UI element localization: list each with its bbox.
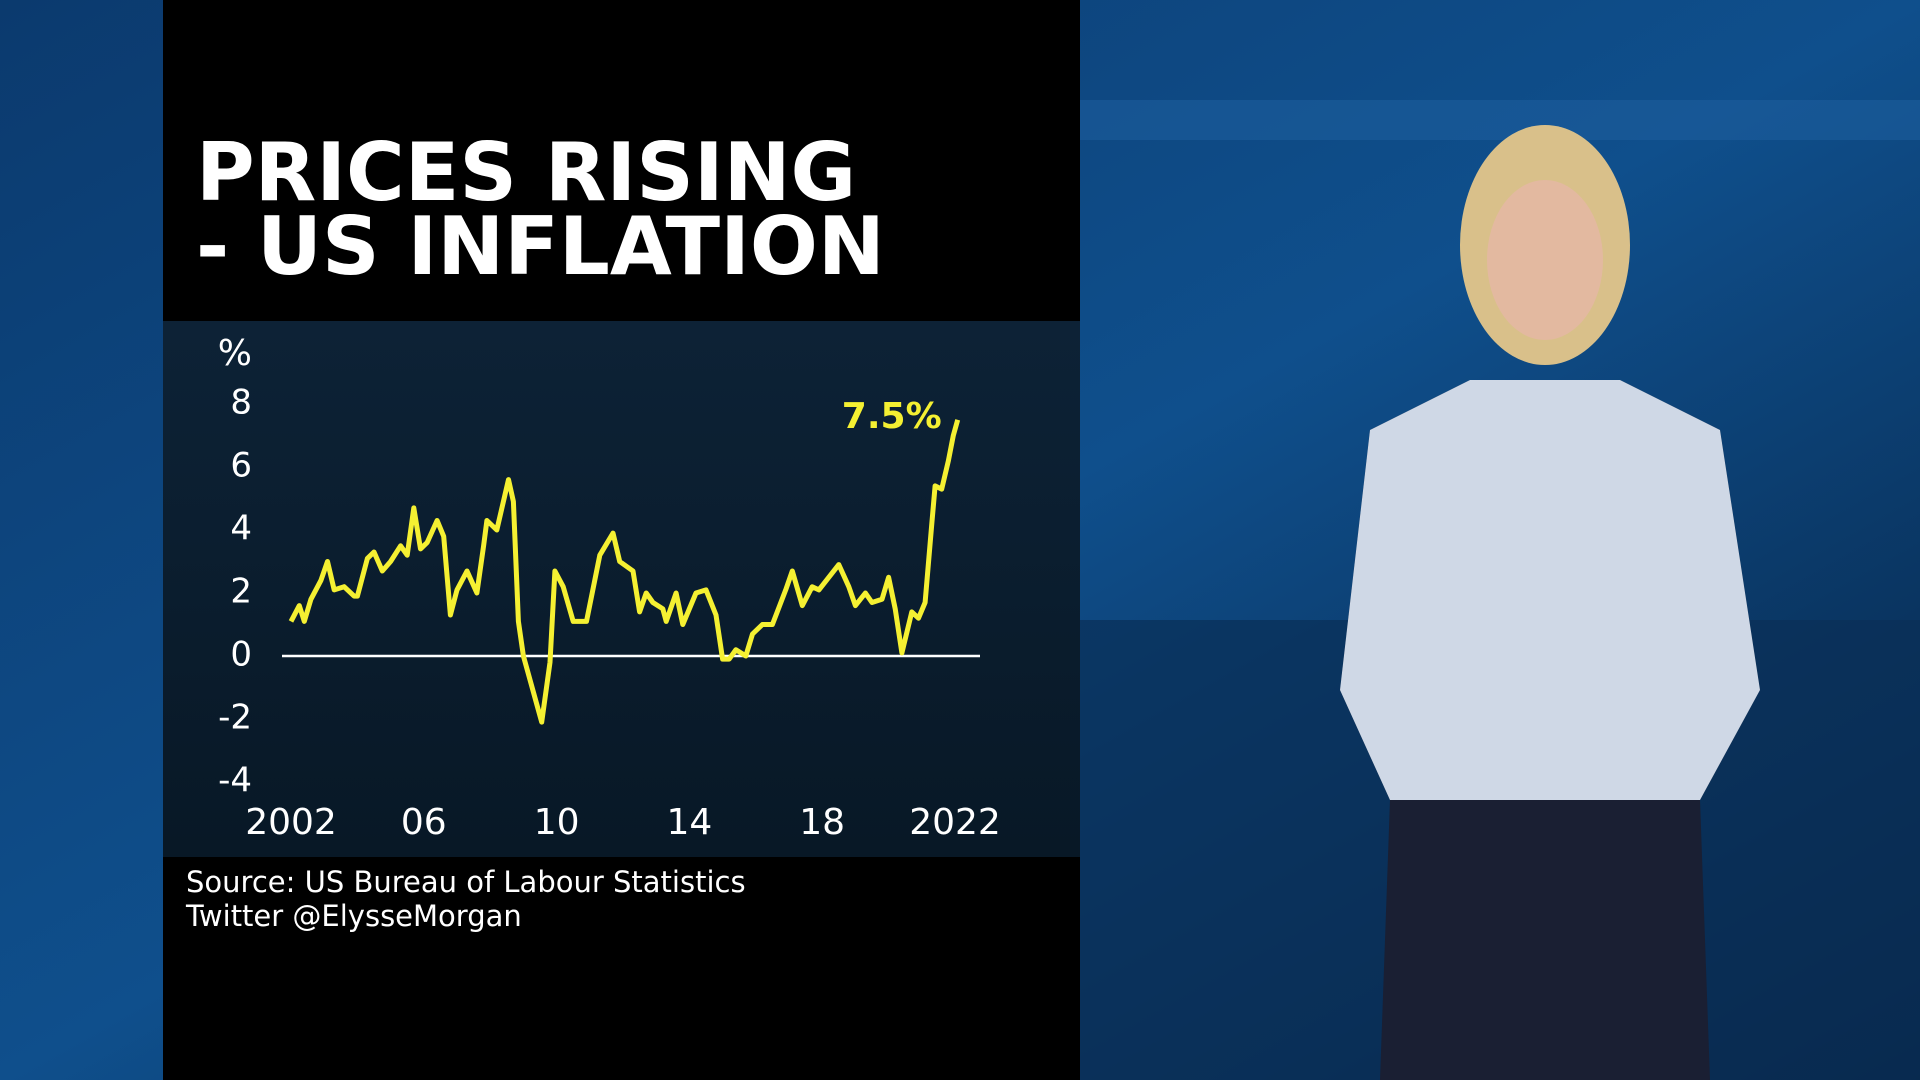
x-tick-label: 10 xyxy=(534,802,580,843)
studio-light xyxy=(1080,100,1920,140)
plot-background xyxy=(163,321,1080,857)
y-tick-label: 4 xyxy=(230,509,252,549)
presenter-shirt xyxy=(1340,380,1760,800)
x-tick-label: 2002 xyxy=(245,802,337,843)
y-tick-label: 2 xyxy=(230,572,252,612)
y-tick-label: -4 xyxy=(218,761,252,801)
y-axis-label: % xyxy=(218,333,252,374)
y-tick-label: 8 xyxy=(230,383,252,423)
x-tick-label: 14 xyxy=(666,802,712,843)
source-line: Twitter @ElysseMorgan xyxy=(185,899,522,933)
inflation-line xyxy=(288,419,961,725)
plot: -4 -2 0 2 4 6 8 2002 06 10 14 18 2022 7.5% xyxy=(218,383,1001,844)
y-tick-label: 0 xyxy=(230,635,252,675)
x-tick-label: 18 xyxy=(799,802,845,843)
y-tick-label: -2 xyxy=(218,698,252,738)
x-tick-label: 06 xyxy=(401,802,447,843)
presenter-face xyxy=(1487,180,1603,340)
title-line: - US INFLATION xyxy=(196,200,885,293)
presenter xyxy=(1340,125,1760,1080)
x-tick-label: 2022 xyxy=(909,802,1001,843)
annotation: 7.5% xyxy=(842,396,942,437)
y-tick-label: 6 xyxy=(230,446,252,486)
title-line: PRICES RISING xyxy=(196,126,856,219)
source-line: Source: US Bureau of Labour Statistics xyxy=(186,865,746,899)
